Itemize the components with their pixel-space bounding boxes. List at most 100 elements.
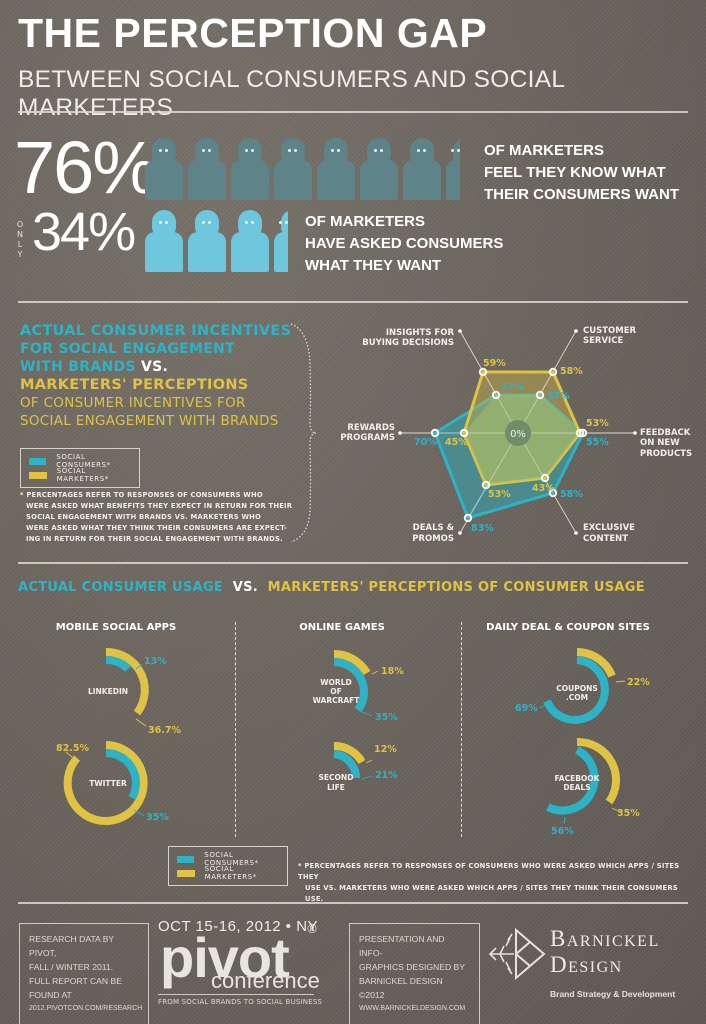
- usage-heading: ACTUAL CONSUMER USAGE VS. MARKETERS' PER…: [18, 580, 645, 595]
- category-daily-deal-sites: DAILY DEAL & COUPON SITES: [486, 622, 650, 633]
- category-online-games: ONLINE GAMES: [299, 622, 385, 633]
- svg-text:CONTENT: CONTENT: [583, 534, 628, 544]
- svg-text:36.7%: 36.7%: [148, 725, 181, 736]
- person-icon: [360, 138, 398, 200]
- person-icon: [274, 138, 312, 200]
- usage-arc-charts: 13% 36.7% 82.5% 35% 18% 35% 12% 21% 22% …: [56, 647, 650, 837]
- svg-text:35%: 35%: [375, 712, 398, 723]
- svg-text:EXCLUSIVE: EXCLUSIVE: [583, 523, 635, 533]
- svg-text:83%: 83%: [471, 523, 494, 534]
- person-icon: [403, 138, 441, 200]
- svg-text:43%: 43%: [532, 483, 555, 494]
- swatch-consumers: [29, 457, 47, 465]
- svg-text:37%: 37%: [547, 391, 570, 402]
- svg-text:REWARDS: REWARDS: [347, 423, 395, 433]
- svg-text:COUPONS: COUPONS: [556, 684, 598, 693]
- svg-text:LIFE: LIFE: [327, 783, 345, 792]
- person-icon: [188, 138, 226, 200]
- incentives-legend: SOCIAL CONSUMERS* SOCIAL MARKETERS*: [20, 448, 140, 488]
- svg-text:45%: 45%: [445, 437, 468, 448]
- svg-text:WORLD: WORLD: [320, 678, 351, 687]
- person-icon-partial: [274, 210, 288, 272]
- person-icon: [231, 210, 269, 272]
- barnickel-tagline: Brand Strategy & Development: [550, 989, 676, 999]
- svg-text:WARCRAFT: WARCRAFT: [313, 696, 361, 705]
- legend-item-marketers: SOCIAL MARKETERS*: [29, 467, 131, 483]
- svg-text:CUSTOMER: CUSTOMER: [583, 326, 637, 336]
- person-icon-partial: [446, 138, 460, 200]
- svg-text:69%: 69%: [515, 703, 538, 714]
- pivot-date: OCT 15-16, 2012 • NY: [158, 918, 319, 935]
- design-link[interactable]: WWW.BARNICKELDESIGN.COM: [359, 1005, 466, 1012]
- pivot-conference-label: conference: [211, 968, 320, 993]
- divider: [18, 111, 688, 113]
- people-icons-76: [145, 138, 460, 200]
- legend-item-consumers: SOCIAL CONSUMERS*: [177, 851, 279, 867]
- stat-76-value: 76%: [14, 126, 158, 209]
- person-icon: [145, 210, 183, 272]
- usage-footnote: * PERCENTAGES REFER TO RESPONSES OF CONS…: [298, 862, 680, 903]
- svg-text:SERVICE: SERVICE: [583, 336, 623, 346]
- svg-text:82.5%: 82.5%: [56, 743, 89, 754]
- research-credit-box: RESEARCH DATA BY PIVOT, FALL / WINTER 20…: [19, 923, 149, 1024]
- svg-text:70%: 70%: [414, 437, 437, 448]
- research-link[interactable]: 2012.PIVOTCON.COM/RESEARCH: [29, 1005, 143, 1012]
- svg-text:21%: 21%: [375, 770, 398, 781]
- svg-text:ON NEW: ON NEW: [640, 438, 680, 448]
- divider: [158, 994, 314, 995]
- people-icons-34: [145, 210, 288, 272]
- design-credit-box: PRESENTATION AND INFO- GRAPHICS DESIGNED…: [349, 923, 480, 1024]
- person-icon: [145, 138, 183, 200]
- legend-item-marketers: SOCIAL MARKETERS*: [177, 865, 279, 881]
- swatch-marketers: [29, 471, 47, 479]
- person-icon: [188, 210, 226, 272]
- swatch-consumers: [177, 855, 195, 863]
- svg-text:.COM: .COM: [566, 693, 588, 702]
- svg-text:35%: 35%: [617, 808, 640, 819]
- swatch-marketers: [177, 869, 195, 877]
- legend-item-consumers: SOCIAL CONSUMERS*: [29, 453, 131, 469]
- category-mobile-social-apps: MOBILE SOCIAL APPS: [55, 622, 177, 633]
- svg-text:LINKEDIN: LINKEDIN: [88, 687, 128, 696]
- divider: [18, 301, 688, 303]
- stat-34-value: 34%: [32, 202, 136, 262]
- svg-text:PRODUCTS: PRODUCTS: [640, 449, 692, 459]
- incentives-heading: ACTUAL CONSUMER INCENTIVES FOR SOCIAL EN…: [20, 323, 292, 429]
- svg-text:18%: 18%: [381, 666, 404, 677]
- column-divider: [461, 622, 462, 837]
- barnickel-logo-icon: [488, 927, 546, 981]
- registered-mark: ®: [306, 922, 318, 936]
- svg-text:OF: OF: [330, 687, 342, 696]
- svg-text:0%: 0%: [510, 429, 526, 440]
- svg-text:59%: 59%: [483, 358, 506, 369]
- svg-text:22%: 22%: [627, 677, 650, 688]
- pivot-tagline: FROM SOCIAL BRANDS TO SOCIAL BUSINESS: [158, 998, 323, 1006]
- svg-text:12%: 12%: [374, 744, 397, 755]
- svg-text:FEEDBACK: FEEDBACK: [640, 428, 691, 438]
- svg-text:37%: 37%: [501, 382, 524, 393]
- svg-text:56%: 56%: [551, 826, 574, 837]
- svg-text:13%: 13%: [144, 656, 167, 667]
- page-title: THE PERCEPTION GAP: [18, 10, 488, 56]
- svg-text:FACEBOOK: FACEBOOK: [555, 774, 601, 783]
- page-subtitle: BETWEEN SOCIAL CONSUMERS AND SOCIAL MARK…: [18, 66, 565, 121]
- svg-text:55%: 55%: [586, 437, 609, 448]
- column-divider: [235, 622, 236, 837]
- svg-text:SECOND: SECOND: [319, 773, 354, 782]
- curly-brace: [290, 323, 316, 543]
- svg-text:PROGRAMS: PROGRAMS: [340, 433, 395, 443]
- svg-text:INSIGHTS FOR: INSIGHTS FOR: [386, 328, 455, 338]
- incentives-footnote: * PERCENTAGES REFER TO RESPONSES OF CONS…: [20, 491, 293, 543]
- usage-legend: SOCIAL CONSUMERS* SOCIAL MARKETERS*: [168, 846, 288, 886]
- stat-34-text: OF MARKETERS HAVE ASKED CONSUMERS WHAT T…: [305, 213, 504, 274]
- radar-chart: 0% 59% 58% 53% 43% 53% 45% 37% 37% 55% 5…: [340, 326, 692, 544]
- person-icon: [317, 138, 355, 200]
- svg-text:53%: 53%: [488, 489, 511, 500]
- svg-text:TWITTER: TWITTER: [89, 779, 127, 788]
- svg-text:35%: 35%: [146, 812, 169, 823]
- stat-76-text: OF MARKETERS FEEL THEY KNOW WHAT THEIR C…: [484, 142, 679, 203]
- divider: [18, 562, 688, 564]
- svg-text:DEALS &: DEALS &: [413, 523, 455, 533]
- svg-text:BUYING DECISIONS: BUYING DECISIONS: [362, 338, 454, 348]
